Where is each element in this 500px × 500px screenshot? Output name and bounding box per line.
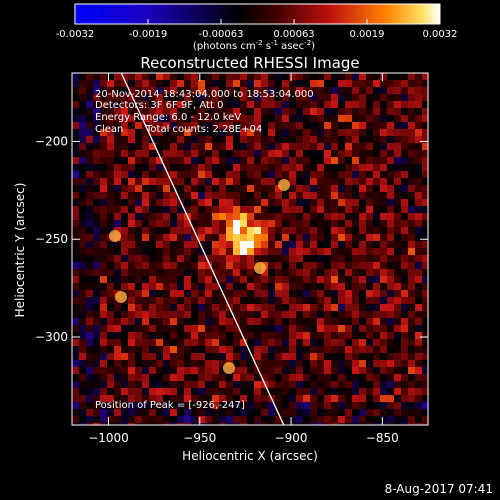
x-tick-label: −1000 [88, 431, 129, 445]
colorbar-ticks: -0.0032 -0.0019 -0.00063 0.00063 0.0019 0.003… [56, 19, 458, 40]
x-tick-label: −850 [366, 431, 399, 445]
footer-date: 8-Aug-2017 07:41 [385, 482, 493, 496]
x-axis-label: Heliocentric X (arcsec) [182, 449, 318, 463]
axis-ticks: −1000 −950 −900 −850 −200 −250 −300 [35, 73, 428, 445]
plot-frame [71, 72, 429, 426]
heatmap-image [72, 73, 428, 425]
annotation-time: 20-Nov-2014 18:43:04.000 to 18:53:04.000 [95, 89, 314, 100]
annotation-counts: Total counts: 2.28E+04 [145, 124, 262, 135]
chart-title: Reconstructed RHESSI Image [140, 54, 359, 72]
colorbar [74, 3, 441, 25]
annotation-detectors: Detectors: 3F 6F 9F, Att 0 [95, 100, 223, 111]
solar-limb-line [120, 73, 285, 425]
colorbar-tick-label: 0.00063 [273, 29, 314, 40]
colorbar-tick-label: 0.0019 [350, 29, 385, 40]
annotation-peak: Position of Peak = [-926,-247] [95, 400, 245, 411]
annotation-clean: Clean [95, 124, 123, 135]
colorbar-tick-label: -0.0032 [56, 29, 95, 40]
y-tick-label: −250 [35, 232, 68, 246]
annotation-energy: Energy Range: 6.0 - 12.0 keV [95, 112, 241, 123]
y-tick-label: −200 [35, 134, 68, 148]
colorbar-tick-label: 0.0032 [423, 29, 458, 40]
x-tick-label: −950 [183, 431, 216, 445]
colorbar-units: (photons cm-2 s-1 asec-2) [193, 39, 315, 52]
y-tick-label: −300 [35, 330, 68, 344]
colorbar-tick-label: -0.0019 [129, 29, 168, 40]
y-axis-label: Heliocentric Y (arcsec) [13, 183, 27, 318]
x-tick-label: −900 [275, 431, 308, 445]
colorbar-tick-label: -0.00063 [199, 29, 244, 40]
